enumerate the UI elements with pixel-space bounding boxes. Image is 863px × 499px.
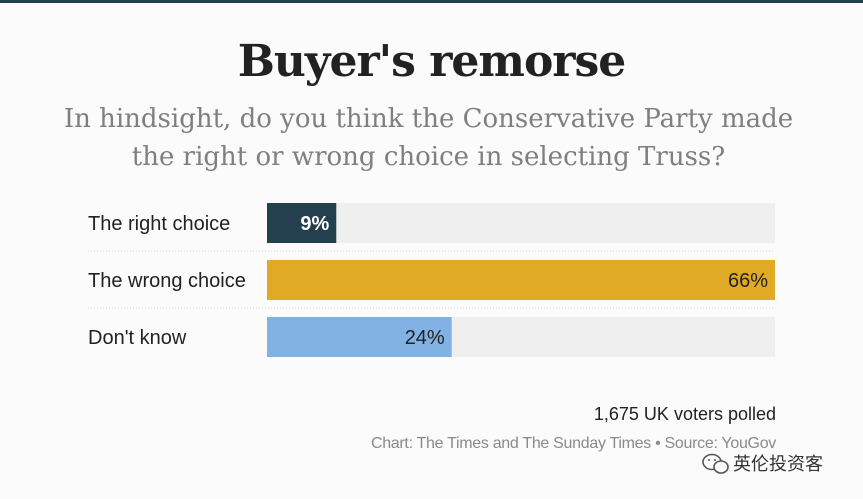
chart-subtitle: In hindsight, do you think the Conservat… [63,104,794,172]
source-note: Chart: The Times and The Sunday Times • … [370,435,776,452]
category-label: The right choice [88,213,230,235]
data-label: 9% [300,213,329,235]
data-label: 24% [405,327,445,349]
bar [267,317,452,357]
bar [267,260,775,300]
bar [267,203,337,243]
watermark: 英伦投资客 [702,453,823,475]
data-label: 66% [728,270,768,292]
category-label: The wrong choice [88,270,246,292]
sample-note: 1,675 UK voters polled [593,404,776,424]
chart-title: Buyer's remorse [237,36,627,87]
bar-track [267,203,775,243]
watermark-text: 英伦投资客 [733,454,823,475]
top-rule [0,0,863,3]
category-label: Don't know [88,327,187,349]
wechat-icon [702,453,729,474]
